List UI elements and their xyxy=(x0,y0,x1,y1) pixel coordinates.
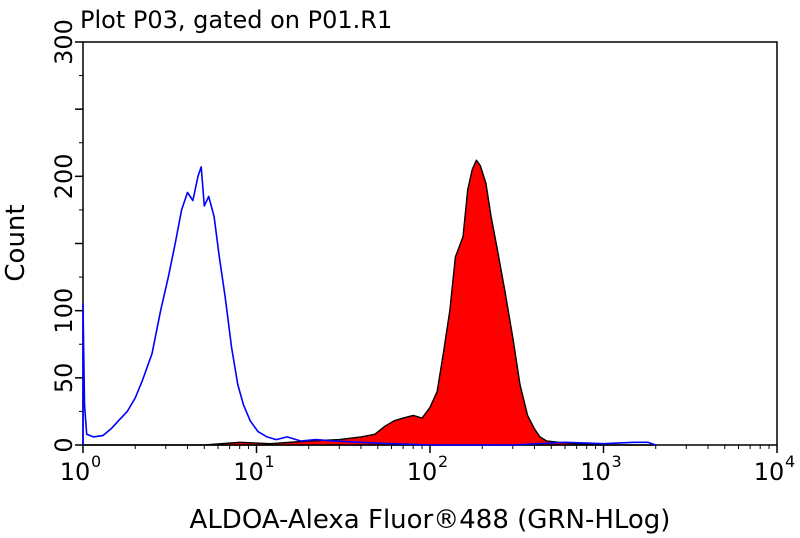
x-tick-exponent: 3 xyxy=(612,452,622,471)
y-axis-label: Count xyxy=(1,204,31,281)
x-tick-label: 10 xyxy=(580,458,611,486)
x-tick-label: 10 xyxy=(407,458,438,486)
x-tick-exponent: 1 xyxy=(265,452,275,471)
x-axis-label: ALDOA-Alexa Fluor®488 (GRN-HLog) xyxy=(190,505,671,535)
y-axis: 0 50 100 200 300 xyxy=(50,19,83,453)
x-tick-label: 10 xyxy=(233,458,264,486)
y-tick-label: 100 xyxy=(50,288,78,334)
plot-frame xyxy=(82,41,778,446)
histogram-outline-series xyxy=(82,166,656,446)
histogram-filled-series xyxy=(82,159,657,446)
x-tick-label: 10 xyxy=(60,458,91,486)
y-tick-label: 50 xyxy=(50,363,78,394)
y-tick-label: 0 xyxy=(50,437,78,452)
series-layer xyxy=(82,159,657,446)
y-tick-label: 200 xyxy=(50,153,78,199)
x-tick-exponent: 4 xyxy=(785,452,795,471)
x-tick-exponent: 2 xyxy=(438,452,448,471)
x-tick-exponent: 0 xyxy=(91,452,101,471)
x-tick-label: 10 xyxy=(754,458,785,486)
chart-title: Plot P03, gated on P01.R1 xyxy=(80,6,392,34)
y-tick-label: 300 xyxy=(50,19,78,65)
x-axis: 10 0 10 1 10 2 10 3 10 4 xyxy=(60,445,795,486)
